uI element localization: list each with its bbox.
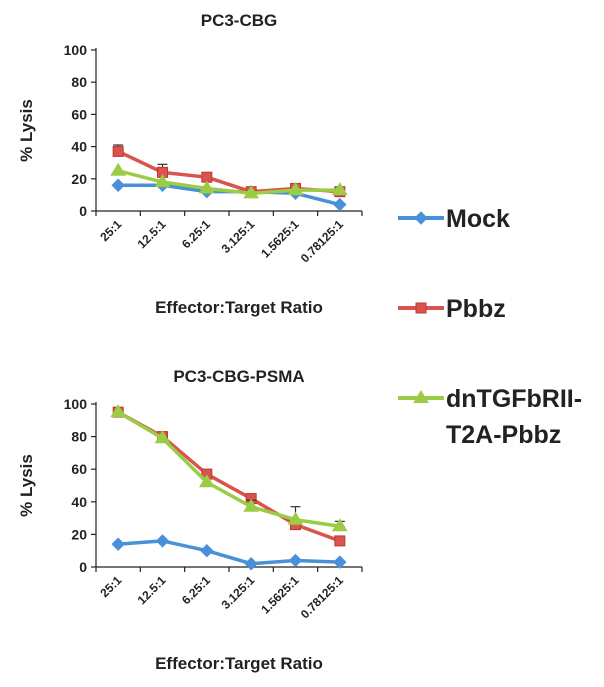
data-point (331, 518, 348, 532)
x-axis-label: Effector:Target Ratio (155, 654, 323, 673)
x-tick-label: 1.5625:1 (258, 573, 302, 617)
data-point (243, 498, 260, 512)
data-point (110, 162, 127, 176)
data-point (110, 404, 127, 418)
x-axis-label: Effector:Target Ratio (155, 298, 323, 317)
data-point (331, 182, 348, 196)
data-point (111, 178, 125, 192)
legend-label: Mock (446, 205, 510, 233)
data-point (334, 535, 346, 547)
legend-item-mock: Mock (398, 205, 510, 233)
y-tick-label: 40 (71, 139, 87, 155)
legend: Mock Pbbz dnTGFbRII- T2A-Pbbz (398, 205, 582, 449)
y-tick-label: 60 (71, 461, 87, 477)
data-point (198, 180, 215, 194)
data-point (155, 534, 170, 548)
data-point (287, 182, 304, 196)
data-point (198, 474, 215, 488)
data-point (333, 197, 347, 212)
series-dntgfbrii (110, 404, 348, 532)
y-tick-label: 20 (71, 526, 87, 542)
series-mock (111, 534, 347, 571)
series-dntgfbrii (110, 162, 348, 199)
data-point (333, 555, 347, 569)
data-point (112, 145, 124, 157)
chart-title: PC3-CBG (201, 11, 278, 30)
data-point (154, 174, 171, 188)
x-tick-label: 6.25:1 (179, 217, 213, 251)
legend-marker (413, 390, 429, 404)
series-line (117, 169, 340, 196)
x-tick-label: 1.5625:1 (258, 217, 302, 261)
legend-item-pbbz: Pbbz (398, 295, 506, 323)
data-point (111, 537, 125, 551)
y-axis-label: % Lysis (17, 454, 36, 517)
y-tick-label: 60 (71, 106, 87, 122)
series-line (117, 410, 341, 528)
y-tick-label: 0 (79, 203, 87, 219)
legend-label: T2A-Pbbz (446, 421, 561, 449)
x-tick-label: 25:1 (97, 573, 124, 600)
chart-1: PC3-CBG % Lysis 0 20 40 60 80 100 25:1 12.5:1 6.25… (17, 11, 363, 317)
x-tick-label: 0.78125:1 (298, 573, 346, 621)
data-point (243, 185, 260, 199)
y-tick-label: 40 (71, 494, 87, 510)
y-tick-label: 100 (64, 396, 88, 412)
x-tick-label: 3.125:1 (219, 217, 258, 256)
x-tick-label: 3.125:1 (219, 573, 258, 612)
legend-label: Pbbz (446, 295, 506, 323)
data-point (154, 430, 171, 444)
x-tick-label: 12.5:1 (135, 573, 169, 607)
x-tick-label: 6.25:1 (179, 573, 213, 607)
legend-marker (414, 211, 428, 225)
chart-title: PC3-CBG-PSMA (173, 367, 304, 386)
chart-2: PC3-CBG-PSMA % Lysis 0 20 40 60 80 100 25:1 12.5:… (17, 367, 363, 673)
y-axis-label: % Lysis (17, 99, 36, 162)
series-line (118, 539, 340, 566)
data-point (288, 553, 303, 568)
legend-marker (415, 302, 427, 314)
y-tick-label: 20 (71, 171, 87, 187)
y-tick-label: 80 (71, 429, 87, 445)
legend-item-dntgfbrii: dnTGFbRII- T2A-Pbbz (398, 385, 582, 449)
data-point (287, 511, 304, 525)
data-point (244, 557, 258, 571)
y-tick-label: 100 (64, 42, 88, 58)
x-tick-label: 0.78125:1 (298, 217, 346, 265)
legend-label: dnTGFbRII- (446, 385, 582, 413)
x-tick-label: 12.5:1 (135, 217, 169, 251)
y-tick-label: 80 (71, 74, 87, 90)
y-tick-label: 0 (79, 559, 87, 575)
data-point (200, 543, 214, 558)
x-tick-label: 25:1 (97, 217, 124, 244)
